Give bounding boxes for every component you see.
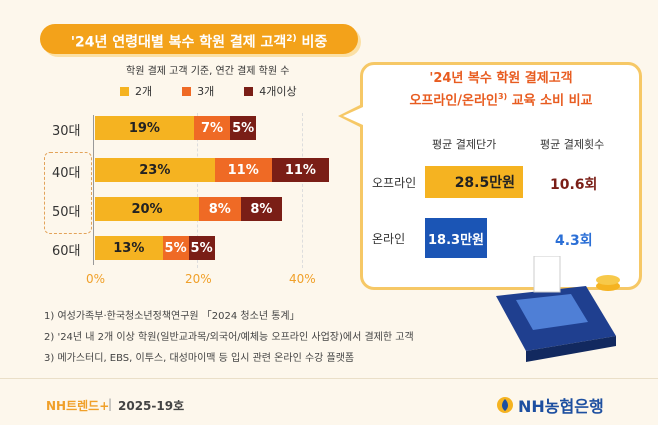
coin-2: [596, 275, 620, 285]
bar-segment-3-1: 5%: [162, 236, 189, 260]
gridline-40: [302, 113, 304, 268]
footnote-1: 1) 여성가족부·한국청소년정책연구원 「2024 청소년 통계」: [44, 311, 300, 322]
footer-divider: [0, 378, 658, 379]
bar-segment-1-2: 11%: [271, 158, 329, 182]
panel-row-label-online: 온라인: [372, 232, 406, 246]
age-highlight-bracket: [44, 152, 92, 234]
legend-swatch-2: [120, 86, 129, 96]
x-tick-40: 40%: [289, 272, 316, 286]
bar-segment-0-1: 7%: [193, 116, 231, 140]
bar-segment-3-2: 5%: [188, 236, 215, 260]
terminal-side: [526, 336, 616, 362]
panel-title: '24년 복수 학원 결제고객 오프라인/온라인3) 교육 소비 비교: [409, 71, 593, 109]
chart-legend: 2개 3개 4개이상: [120, 83, 297, 99]
offline-count: 10.6회: [550, 177, 598, 193]
card-terminal-illustration: [496, 256, 620, 362]
gridline-20: [197, 113, 199, 268]
page-title: '24년 연령대별 복수 학원 결제 고객2) 비중: [40, 24, 358, 54]
offline-price-bar: 28.5만원: [425, 166, 523, 198]
bar-segment-0-0: 19%: [95, 116, 194, 140]
panel-pointer-inner: [343, 107, 363, 125]
panel-row-label-offline: 오프라인: [372, 176, 417, 190]
footer-issue: 2025-19호: [118, 399, 185, 413]
online-count: 4.3회: [555, 233, 593, 249]
online-price-bar: 18.3만원: [425, 218, 487, 258]
x-tick-0: 0%: [86, 272, 106, 286]
bar-segment-2-0: 20%: [95, 197, 199, 221]
age-label-2: 50대: [52, 205, 81, 220]
receipt-paper: [533, 256, 561, 293]
y-axis-line: [93, 115, 94, 265]
bar-segment-1-1: 11%: [214, 158, 272, 182]
nh-logo: NH농협은행: [496, 393, 604, 417]
x-tick-20: 20%: [185, 272, 212, 286]
bar-segment-2-1: 8%: [199, 197, 241, 221]
footnote-3: 3) 메가스터디, EBS, 이투스, 대성마이맥 등 입시 관련 온라인 수강…: [44, 353, 355, 364]
legend-item-4plus: 4개이상: [244, 83, 297, 99]
legend-swatch-3: [182, 86, 192, 96]
chart-subtitle: 학원 결제 고객 기준, 연간 결제 학원 수: [126, 66, 290, 77]
legend-item-2: 2개: [120, 83, 152, 99]
bar-segment-2-2: 8%: [240, 197, 283, 221]
nh-leaf-icon: [497, 397, 513, 413]
age-label-3: 60대: [52, 244, 81, 259]
bar-segment-0-2: 5%: [230, 116, 257, 140]
bar-segment-3-0: 13%: [95, 236, 163, 260]
legend-swatch-4plus: [244, 86, 254, 96]
footer-separator: |: [108, 397, 113, 411]
legend-item-3: 3개: [182, 83, 214, 99]
terminal-keypad: [516, 294, 588, 330]
age-label-1: 40대: [52, 166, 81, 181]
age-label-0: 30대: [52, 124, 81, 139]
footnote-2: 2) '24년 내 2개 이상 학원(일반교과목/외국어/예체능 오프라인 사업…: [44, 332, 414, 343]
panel-header-price: 평균 결제단가: [432, 138, 497, 151]
footer-brand: NH트렌드+: [46, 399, 110, 413]
panel-header-count: 평균 결제횟수: [540, 138, 605, 151]
bar-segment-1-0: 23%: [95, 158, 215, 182]
